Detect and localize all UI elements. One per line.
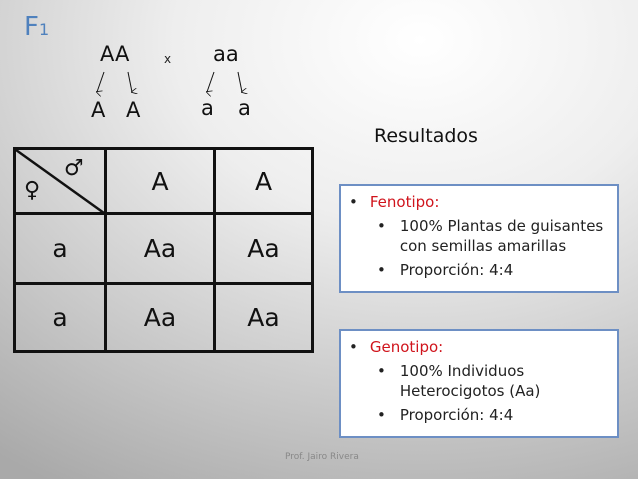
arrow-icon <box>237 71 242 92</box>
fenotipo-label: Fenotipo: <box>369 193 440 211</box>
arrows <box>90 71 260 98</box>
arrow-icon <box>97 71 105 92</box>
footer: Prof. Jairo Rivera <box>285 452 359 462</box>
corner-cell: ♂ ♀ <box>13 147 107 215</box>
gamete: A <box>91 98 106 122</box>
title-sub: 1 <box>38 20 50 39</box>
results-heading: Resultados <box>374 125 478 147</box>
gamete: A <box>126 98 141 122</box>
cross-operator: x <box>164 52 172 66</box>
row-header: a <box>13 212 107 285</box>
row-header: a <box>13 282 107 353</box>
fenotipo-box: • Fenotipo: • 100% Plantas de guisantes co… <box>339 184 619 293</box>
fenotipo-item: 100% Plantas de guisantes con semillas a… <box>399 217 604 255</box>
column-header: A <box>104 147 216 215</box>
arrow-icon <box>127 71 132 92</box>
title-main: F <box>24 12 39 42</box>
cell: Aa <box>104 282 216 353</box>
genotipo-item: 100% Individuos Heterocigotos (Aa) <box>399 362 541 400</box>
cell: Aa <box>213 212 314 285</box>
female-icon: ♀ <box>24 178 41 203</box>
gamete: a <box>201 96 214 120</box>
genotipo-item: Proporción: 4:4 <box>399 406 514 424</box>
genotipo-label: Genotipo: <box>369 338 444 356</box>
gamete: a <box>238 96 251 120</box>
cell: Aa <box>104 212 216 285</box>
column-header: A <box>213 147 314 215</box>
slide-title: F1 <box>24 12 49 42</box>
punnett-square: ♂ ♀ A A a Aa Aa a Aa Aa <box>13 147 314 353</box>
parent1: AA <box>100 42 130 66</box>
male-icon: ♂ <box>64 156 84 181</box>
parent2: aa <box>213 42 239 66</box>
genotipo-box: • Genotipo: • 100% Individuos Heterocigoto… <box>339 329 619 438</box>
cell: Aa <box>213 282 314 353</box>
fenotipo-item: Proporción: 4:4 <box>399 261 514 279</box>
arrow-icon <box>207 71 215 92</box>
